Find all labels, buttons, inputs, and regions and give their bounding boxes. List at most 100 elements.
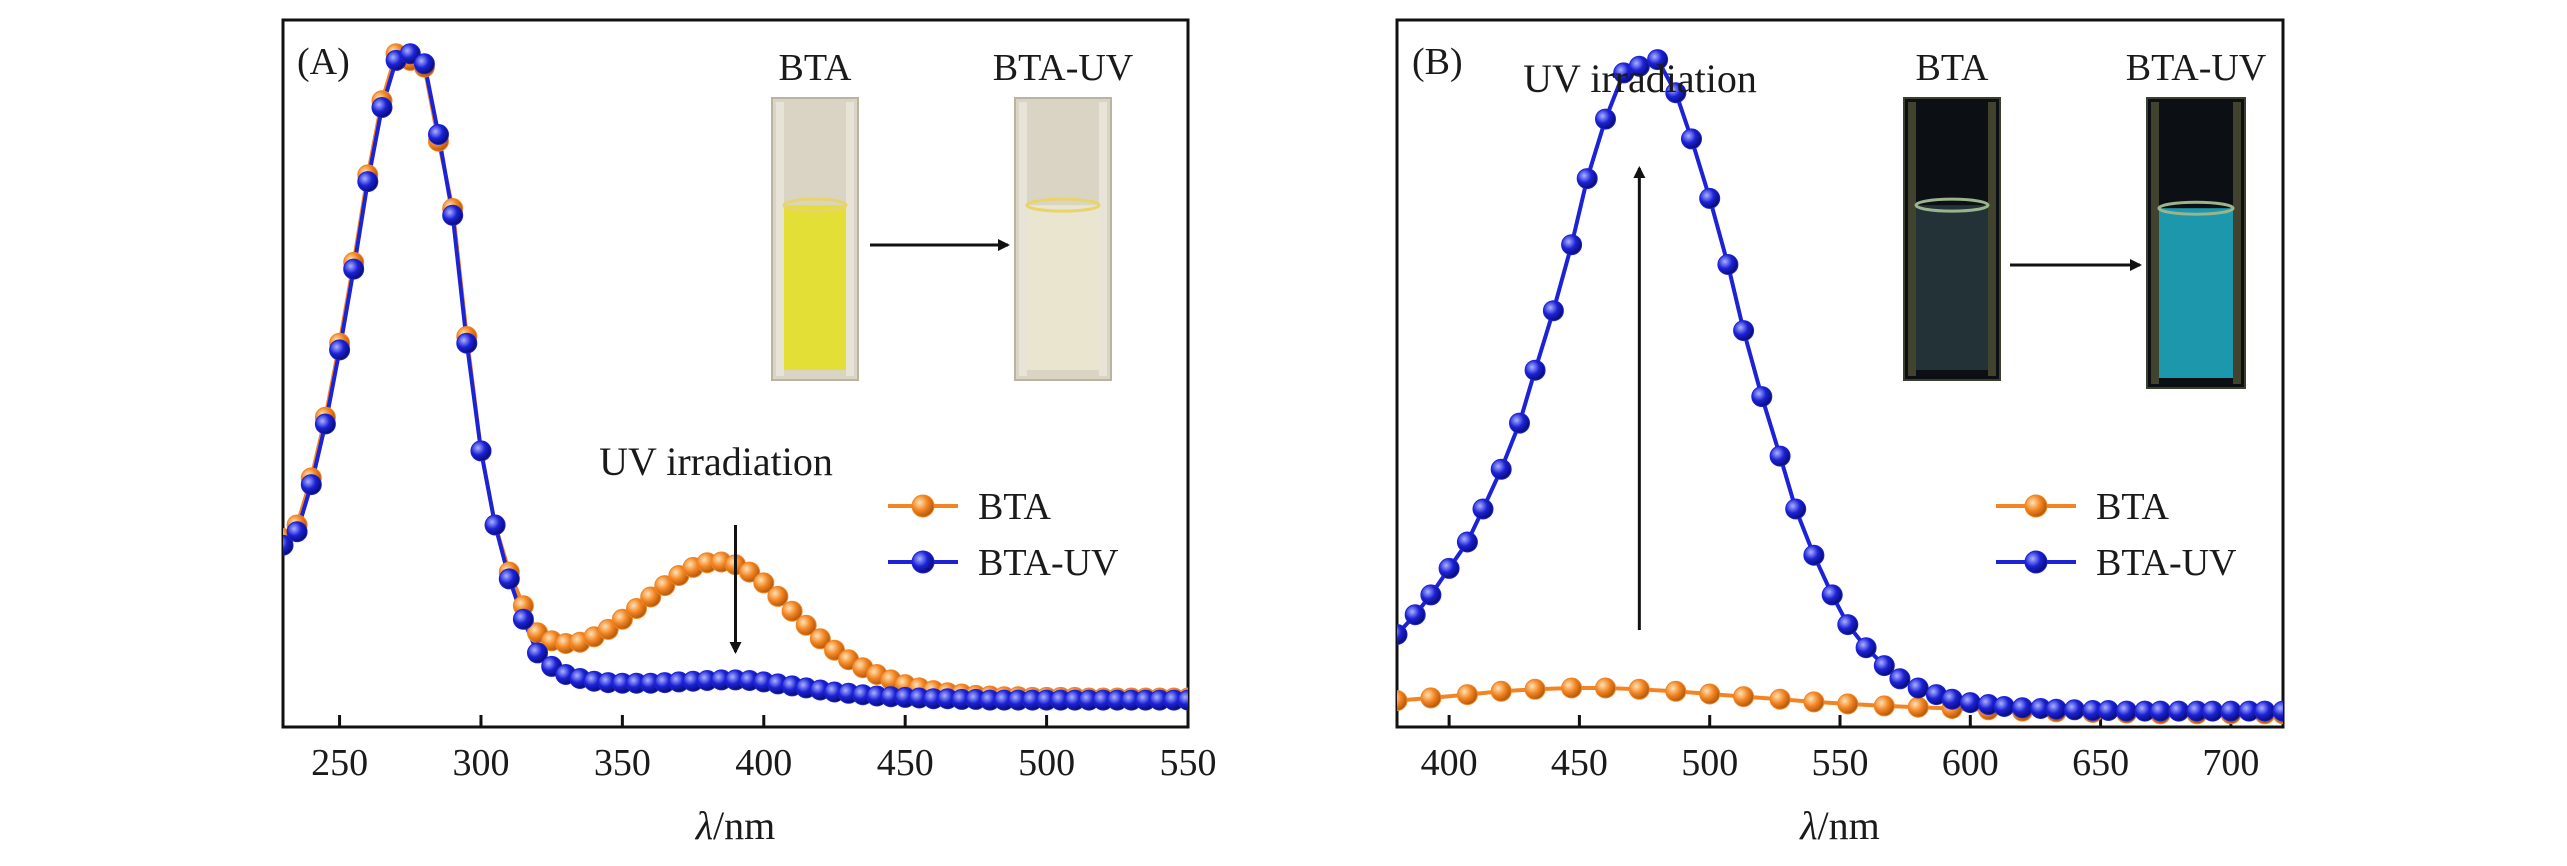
cuvette-highlight: [1988, 102, 1996, 376]
data-point: [2045, 698, 2067, 720]
panel-label: (A): [297, 41, 350, 83]
cuvette-highlight: [1908, 102, 1916, 376]
data-point: [371, 97, 393, 118]
annotation-text: UV irradiation: [599, 439, 833, 484]
cuvette-photo: [1014, 97, 1112, 381]
cuvette-photo: [1903, 97, 2001, 381]
data-point: [1907, 696, 1929, 718]
x-tick-label: 500: [1681, 742, 1738, 784]
data-point: [1873, 655, 1895, 677]
data-point: [1524, 359, 1546, 381]
x-axis-unit: /nm: [713, 803, 775, 848]
data-point: [1397, 624, 1408, 645]
legend-marker: [911, 550, 935, 574]
data-point: [1628, 55, 1650, 77]
x-axis-symbol: λ: [1799, 803, 1817, 848]
x-tick-label: 500: [1018, 742, 1075, 784]
data-point: [1628, 678, 1650, 700]
cuvette-liquid: [1027, 205, 1099, 370]
x-tick-label: 550: [1160, 742, 1217, 784]
data-point: [1769, 688, 1791, 710]
data-point: [428, 124, 449, 145]
data-point: [1821, 584, 1843, 606]
data-point: [1665, 82, 1687, 104]
x-tick-label: 400: [735, 742, 792, 784]
data-point: [1733, 686, 1755, 708]
data-point: [1509, 412, 1530, 434]
x-axis-label: λ/nm: [1799, 803, 1880, 848]
data-point: [2168, 700, 2190, 722]
data-point: [739, 561, 761, 583]
data-point: [1177, 689, 1188, 711]
data-point: [809, 628, 831, 650]
x-tick-label: 700: [2202, 742, 2259, 784]
data-point: [1595, 108, 1616, 130]
data-point: [2150, 700, 2171, 722]
cuvette-meniscus: [1025, 197, 1101, 213]
data-point: [2116, 700, 2138, 722]
data-point: [329, 339, 351, 361]
cuvette-photo: [2146, 97, 2246, 389]
data-point: [1855, 637, 1877, 659]
data-point: [1595, 677, 1616, 699]
x-axis-label: λ/nm: [695, 803, 776, 848]
data-point: [1837, 614, 1859, 636]
annotation-text: UV irradiation: [1523, 56, 1757, 101]
data-point: [597, 618, 619, 640]
data-point: [512, 608, 534, 630]
data-point: [1542, 300, 1564, 322]
cuvette-meniscus: [782, 197, 848, 213]
panel-label: (B): [1412, 41, 1463, 83]
legend-label: BTA: [978, 486, 1052, 528]
data-point: [1907, 677, 1929, 699]
cuvette-liquid: [784, 205, 846, 370]
data-point: [1665, 680, 1687, 702]
data-point: [357, 171, 379, 193]
x-axis-unit: /nm: [1818, 803, 1880, 848]
data-point: [1803, 544, 1825, 566]
data-point: [1472, 498, 1494, 520]
data-point: [1717, 254, 1739, 275]
data-point: [1733, 320, 1755, 342]
data-point: [1803, 691, 1825, 713]
cuvette-highlight: [846, 102, 854, 376]
data-point: [2011, 697, 2033, 719]
data-point: [413, 53, 435, 75]
data-point: [527, 642, 548, 664]
data-point: [1785, 498, 1807, 520]
legend-marker: [2024, 494, 2048, 518]
panel-a: 250 300 350 400 450 500 550 λ/nm (A) UV irradiati…: [281, 18, 1217, 848]
legend-label: BTA: [2096, 486, 2170, 528]
cuvette-label: BTA: [1916, 47, 1990, 89]
data-point: [1959, 692, 1981, 714]
data-point: [1490, 458, 1512, 480]
data-point: [283, 534, 294, 556]
x-axis-symbol: λ: [695, 803, 713, 848]
cuvette-label: BTA-UV: [2126, 47, 2267, 89]
x-tick-label: 250: [311, 742, 368, 784]
data-point: [470, 440, 492, 462]
data-point: [300, 474, 322, 496]
data-point: [456, 332, 478, 354]
x-tick-label: 600: [1942, 742, 1999, 784]
data-point: [2272, 700, 2283, 722]
cuvette-highlight: [776, 102, 784, 376]
data-point: [1941, 688, 1963, 710]
series-group: [283, 43, 1188, 711]
data-point: [1873, 695, 1895, 717]
data-point: [498, 568, 520, 590]
legend-marker: [2024, 550, 2048, 574]
data-point: [1699, 187, 1721, 209]
data-point: [1404, 604, 1426, 626]
data-point: [2202, 700, 2224, 722]
data-point: [1561, 234, 1583, 256]
legend-label: BTA-UV: [978, 542, 1119, 584]
data-point: [442, 204, 464, 226]
cuvette-liquid: [2159, 208, 2233, 378]
legend-label: BTA-UV: [2096, 542, 2237, 584]
cuvette-highlight: [2233, 102, 2241, 384]
data-point: [1681, 128, 1702, 150]
data-point: [626, 598, 647, 619]
x-tick-label: 400: [1421, 742, 1478, 784]
